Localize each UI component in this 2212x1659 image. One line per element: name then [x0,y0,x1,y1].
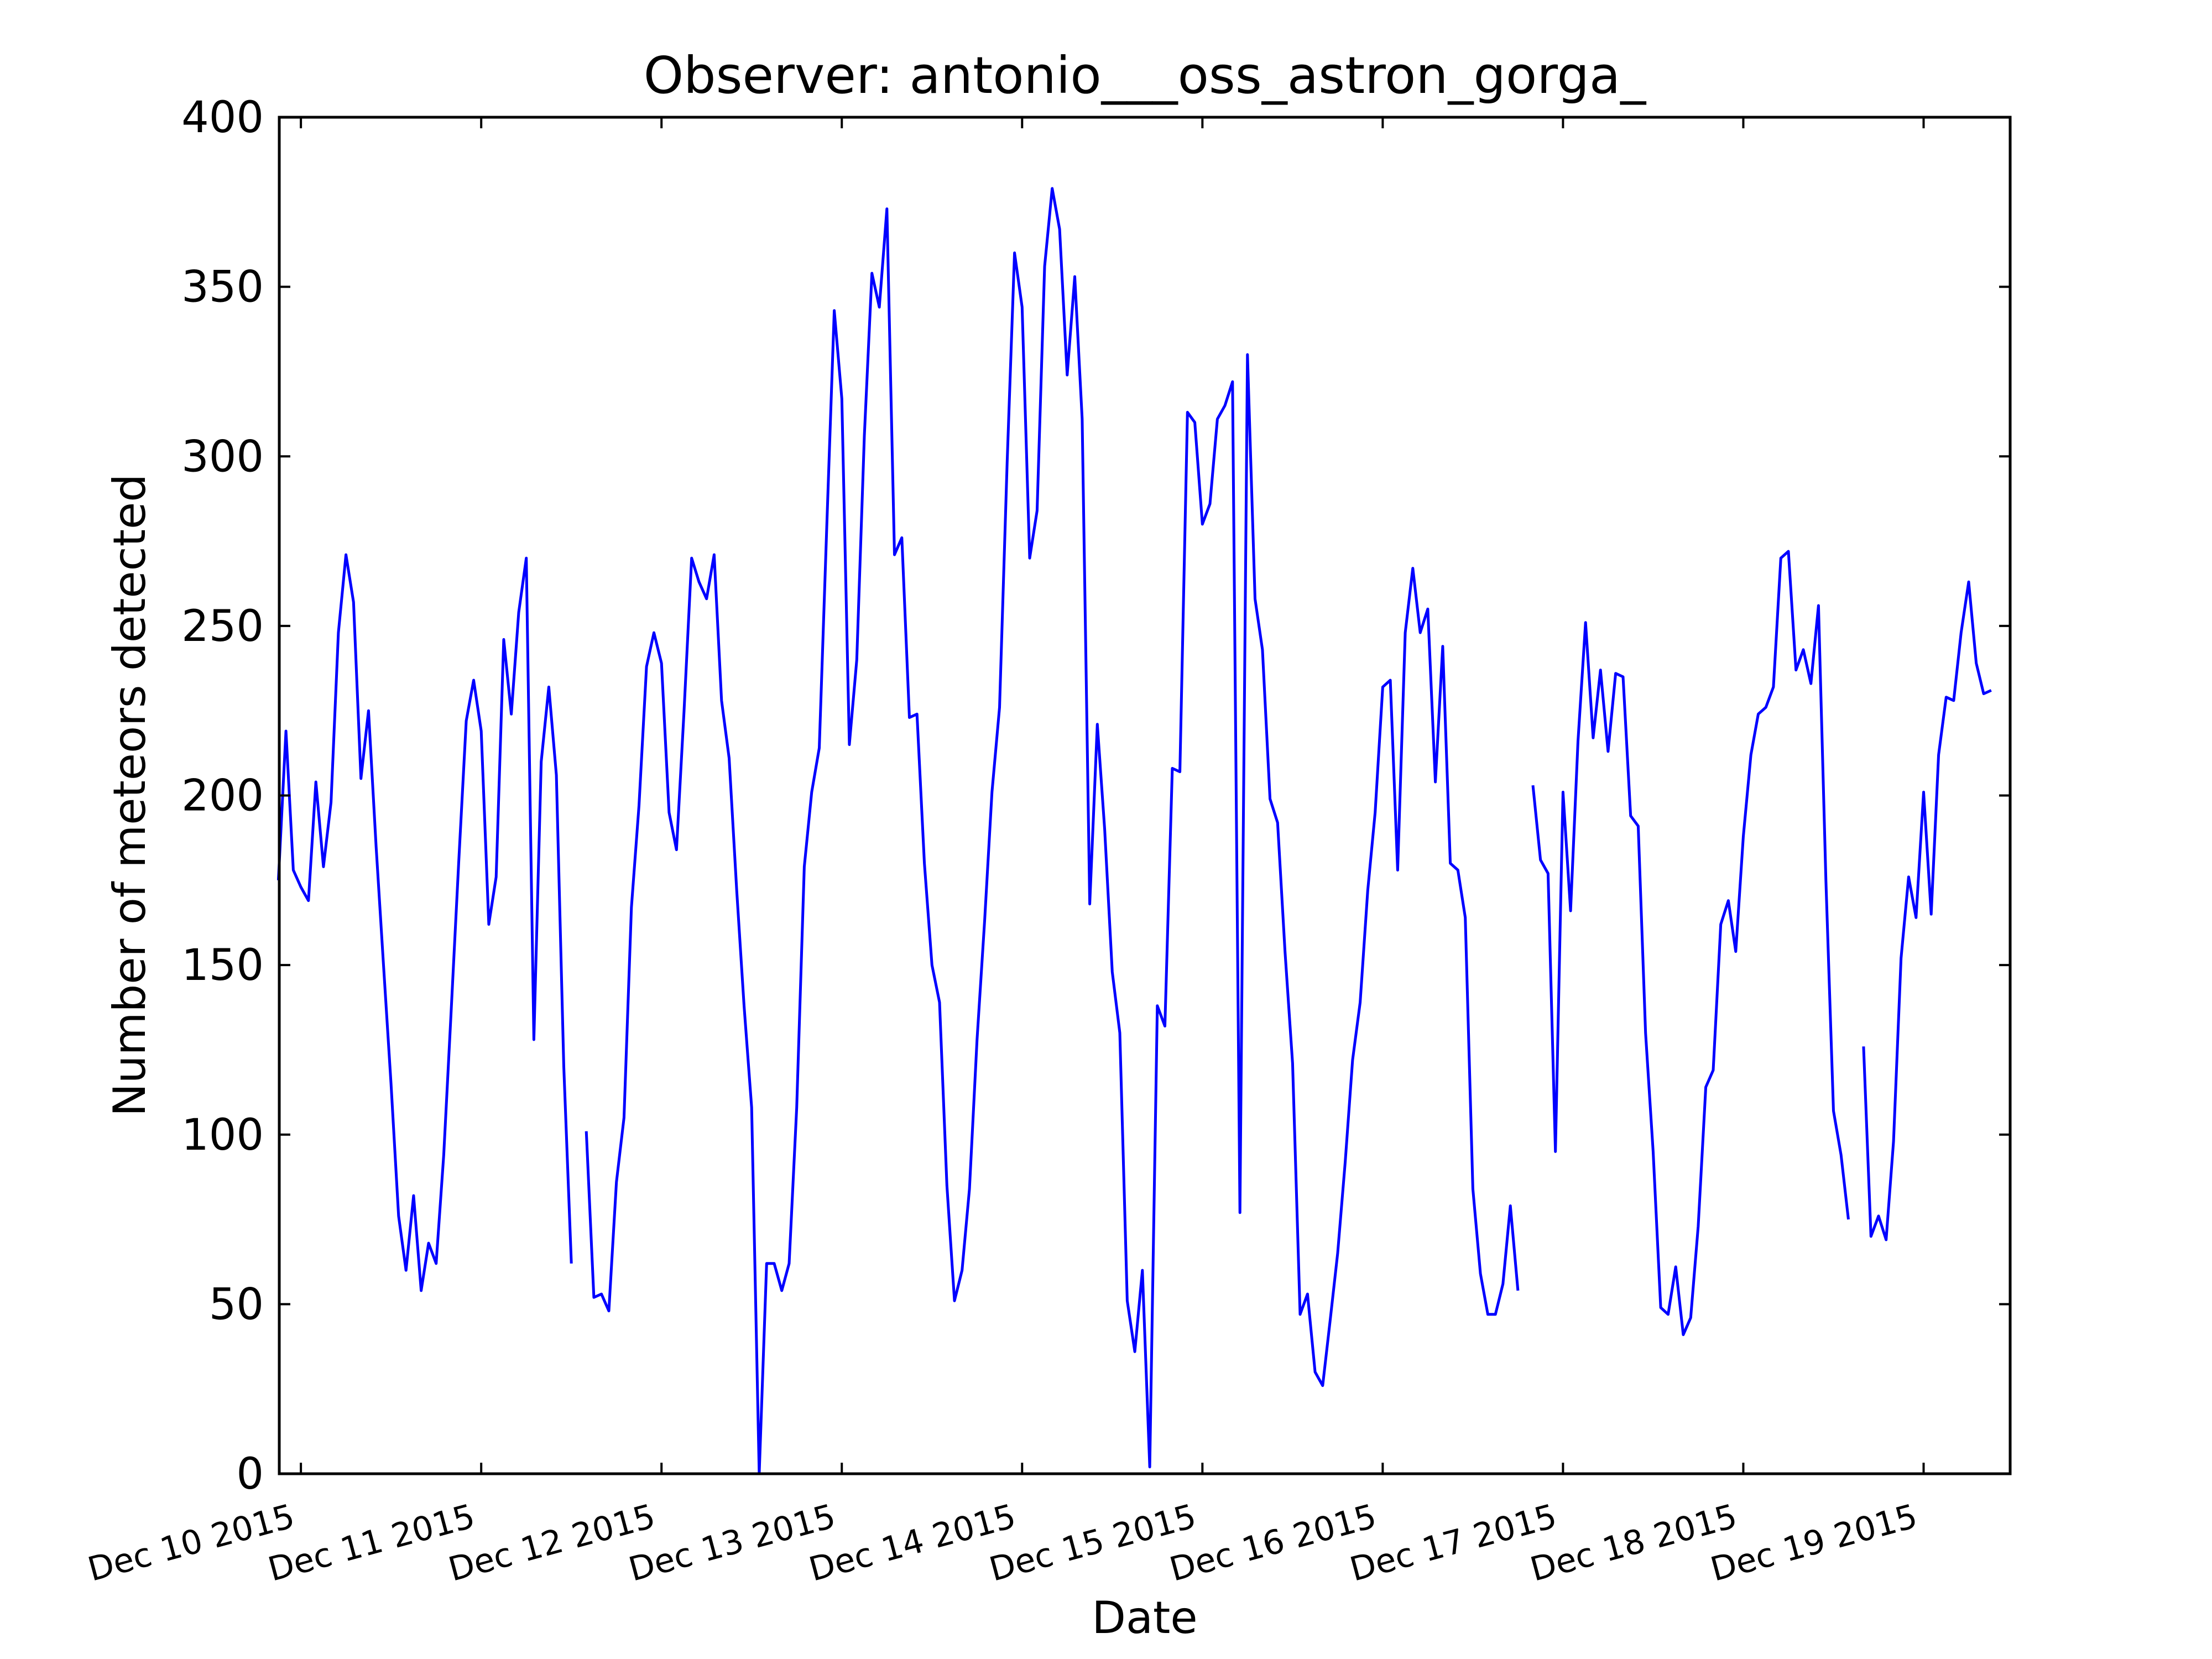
y-tick-label: 200 [181,771,264,821]
y-axis: 0 50 100 150 200 250 300 350 400 [181,93,2010,1499]
series-line-segment [1862,580,1992,1241]
y-tick-label: 400 [181,93,264,143]
y-axis-label: Number of meteors detected [104,474,155,1117]
y-tick-label: 0 [236,1449,264,1499]
y-tick-label: 150 [181,941,264,990]
x-axis-label: Date [1092,1592,1197,1644]
y-tick-label: 250 [181,602,264,651]
series-line-segment [276,553,573,1292]
series-line-segment [1531,550,1850,1337]
series-line-segment [585,187,1520,1475]
y-tick-label: 350 [181,263,264,312]
y-tick-label: 300 [181,432,264,482]
y-tick-label: 100 [181,1110,264,1160]
plot-lines [276,187,1992,1475]
y-tick-label: 50 [209,1280,264,1329]
chart-title: Observer: antonio___oss_astron_gorga_ [644,46,1646,105]
